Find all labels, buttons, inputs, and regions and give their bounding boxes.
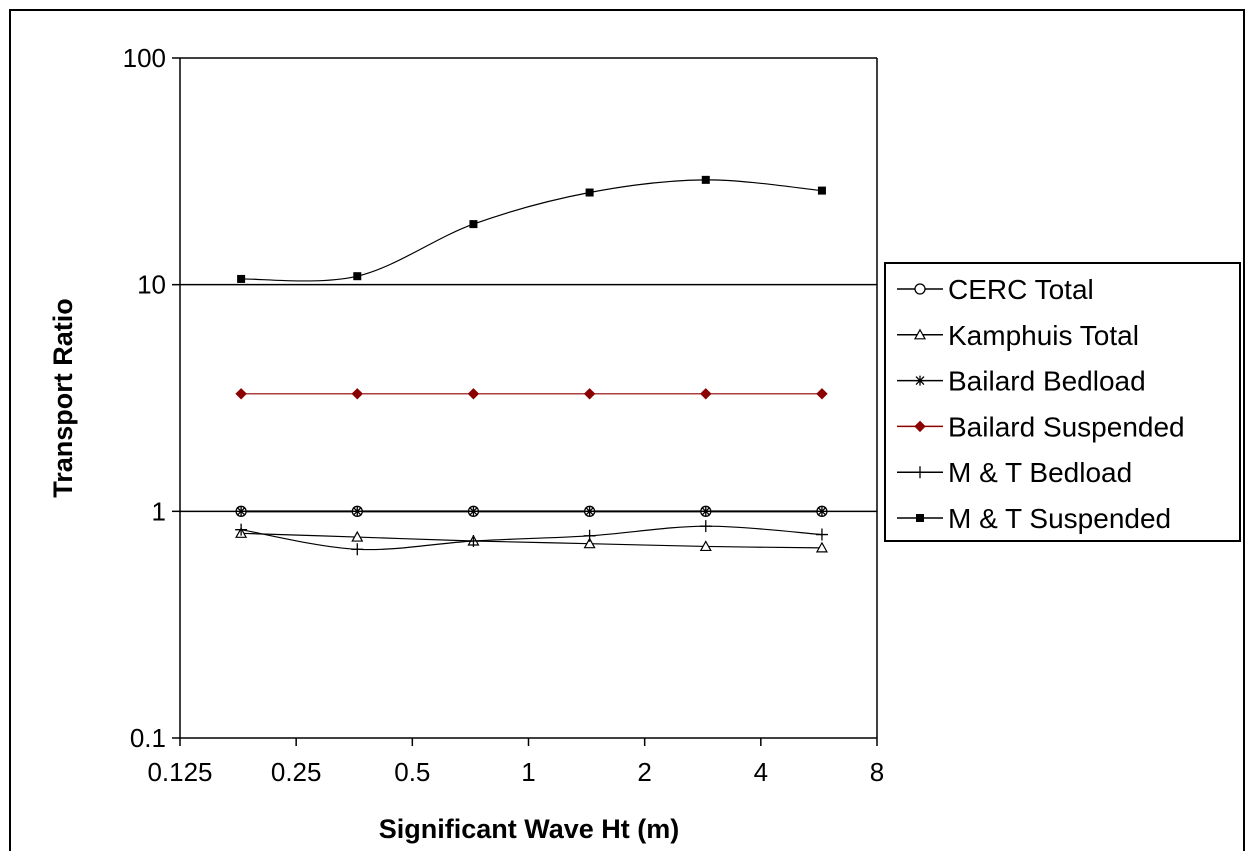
triangle-marker xyxy=(583,537,596,549)
star-marker xyxy=(236,506,247,517)
diamond-marker xyxy=(816,388,828,400)
series-bailard-bedload xyxy=(236,506,827,517)
square-marker xyxy=(237,274,246,283)
square-marker xyxy=(701,175,710,184)
square-marker xyxy=(469,220,478,229)
legend-item: Kamphuis Total xyxy=(897,320,1139,351)
diamond-marker xyxy=(235,388,247,400)
diamond-marker xyxy=(351,388,363,400)
diamond-marker xyxy=(914,420,926,433)
star-marker xyxy=(352,506,363,517)
series-line xyxy=(241,179,823,282)
series-layer xyxy=(235,175,828,556)
x-tick-label: 8 xyxy=(870,757,884,787)
legend-label: M & T Suspended xyxy=(948,503,1171,534)
series-bailard-suspended xyxy=(235,388,828,400)
legend-item: CERC Total xyxy=(897,274,1094,305)
x-tick-label: 1 xyxy=(521,757,535,787)
star-marker xyxy=(584,506,595,517)
legend-item: M & T Suspended xyxy=(897,503,1171,534)
star-marker xyxy=(700,506,711,517)
plus-marker xyxy=(467,534,480,547)
star-marker xyxy=(915,375,925,386)
legend-label: CERC Total xyxy=(948,274,1094,305)
legend-label: M & T Bedload xyxy=(948,457,1132,488)
plus-marker xyxy=(351,543,364,556)
circle-marker xyxy=(914,283,926,295)
legend-label: Bailard Bedload xyxy=(948,366,1146,397)
legend-label: Bailard Suspended xyxy=(948,411,1185,442)
x-tick-label: 0.125 xyxy=(147,757,212,787)
y-tick-label: 0.1 xyxy=(130,723,166,753)
square-marker xyxy=(916,514,924,522)
series-m-t-bedload xyxy=(235,520,828,556)
square-marker xyxy=(353,272,362,281)
plus-marker xyxy=(815,528,828,541)
diamond-marker xyxy=(700,388,712,400)
plus-marker xyxy=(914,466,926,479)
diamond-marker xyxy=(583,388,596,400)
series-m-t-suspended xyxy=(237,175,826,283)
series-kamphuis-total xyxy=(235,527,828,553)
star-marker xyxy=(468,506,479,517)
legend-box xyxy=(884,262,1241,542)
star-marker xyxy=(816,506,827,517)
series-line xyxy=(241,525,822,551)
triangle-marker xyxy=(815,541,828,553)
legend: CERC Total Kamphuis Total Bailard Bedload B… xyxy=(884,262,1241,542)
legend-item: Bailard Bedload xyxy=(897,366,1146,397)
triangle-marker xyxy=(913,328,927,340)
x-tick-label: 0.25 xyxy=(271,757,322,787)
triangle-marker xyxy=(699,540,712,552)
plus-marker xyxy=(235,523,248,536)
x-tick-label: 2 xyxy=(637,757,651,787)
x-tick-label: 4 xyxy=(754,757,768,787)
square-marker xyxy=(585,188,594,197)
diamond-marker xyxy=(467,388,480,400)
series-line xyxy=(241,532,822,549)
triangle-marker xyxy=(351,530,364,542)
y-tick-label: 100 xyxy=(123,43,166,73)
chart-frame xyxy=(9,9,1245,851)
plus-marker xyxy=(583,529,596,542)
y-tick-label: 1 xyxy=(152,496,166,526)
plus-marker xyxy=(699,520,712,533)
square-marker xyxy=(817,186,826,195)
legend-item: Bailard Suspended xyxy=(897,411,1185,442)
plot-area: 0.1 1 10 100 0.125 0.25 0.5 1 2 4 8 xyxy=(123,43,885,787)
x-axis-title: Significant Wave Ht (m) xyxy=(379,814,680,844)
y-tick-label: 10 xyxy=(137,270,166,300)
legend-label: Kamphuis Total xyxy=(948,320,1139,351)
y-axis-title: Transport Ratio xyxy=(48,298,78,498)
x-tick-label: 0.5 xyxy=(394,757,430,787)
legend-item: M & T Bedload xyxy=(897,457,1132,488)
